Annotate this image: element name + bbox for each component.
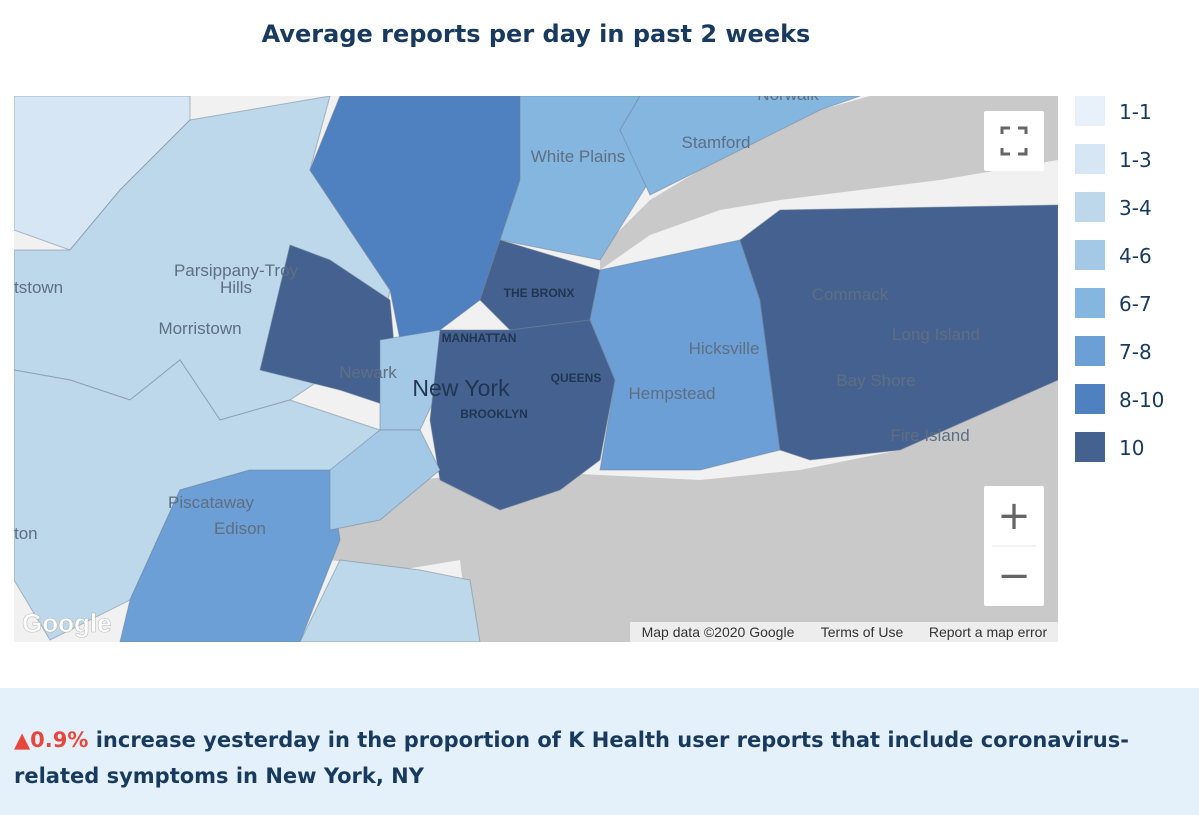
change-value: ▲0.9% [14,728,88,752]
legend-label: 3-4 [1119,196,1152,220]
legend-swatch [1075,432,1105,462]
map-label: Hempstead [629,384,716,403]
legend-label: 1-3 [1119,148,1152,172]
fullscreen-button[interactable] [984,111,1044,171]
legend-label: 4-6 [1119,244,1152,268]
map: Norwalk White Plains Stamford Parsippany… [14,85,1058,642]
legend-swatch [1075,192,1105,222]
map-label: MANHATTAN [442,331,517,345]
legend-label: 1-1 [1119,100,1152,124]
footer-line: related symptoms in New York, NY [14,764,425,788]
map-label: New York [412,375,510,401]
map-label: Morristown [158,319,241,338]
legend-swatch [1075,96,1105,126]
legend-swatch [1075,288,1105,318]
map-label: Piscataway [168,493,254,512]
legend-label: 7-8 [1119,340,1152,364]
legend: 1-1 1-3 3-4 4-6 6-7 7-8 8-10 10 [1075,96,1164,462]
legend-label: 10 [1119,436,1144,460]
map-label: THE BRONX [504,286,575,300]
footer-text: increase yesterday in the proportion of … [96,728,1129,752]
footer-line: ▲0.9% increase yesterday in the proporti… [14,728,1129,752]
legend-label: 8-10 [1119,388,1164,412]
map-label: Commack [812,285,889,304]
map-label: Parsippany-Troy [174,261,299,280]
map-label: Edison [214,519,266,538]
legend-label: 6-7 [1119,292,1152,316]
map-label: Fire Island [890,426,969,445]
map-label: Stamford [682,133,751,152]
report-link[interactable]: Report a map error [929,624,1048,640]
legend-swatch [1075,240,1105,270]
google-logo: Google [22,608,112,638]
map-label: QUEENS [551,371,602,385]
zoom-out[interactable]: − [997,553,1031,599]
map-label: ton [14,524,38,543]
legend-swatch [1075,336,1105,366]
map-label: Norwalk [757,85,819,104]
legend-swatch [1075,144,1105,174]
map-label: Long Island [892,325,980,344]
map-label: Hicksville [689,339,760,358]
attribution: Map data ©2020 Google [642,624,795,640]
map-label: White Plains [531,147,625,166]
legend-swatch [1075,384,1105,414]
map-label: Bay Shore [836,371,915,390]
title: Average reports per day in past 2 weeks [262,20,811,48]
terms-link[interactable]: Terms of Use [821,624,904,640]
map-label: Newark [339,363,397,382]
zoom-control: + − [984,486,1044,606]
map-label: BROOKLYN [460,407,528,421]
map-label: Hills [220,278,252,297]
map-label: tstown [14,278,63,297]
footer-band [0,688,1199,815]
zoom-in[interactable]: + [997,493,1031,539]
